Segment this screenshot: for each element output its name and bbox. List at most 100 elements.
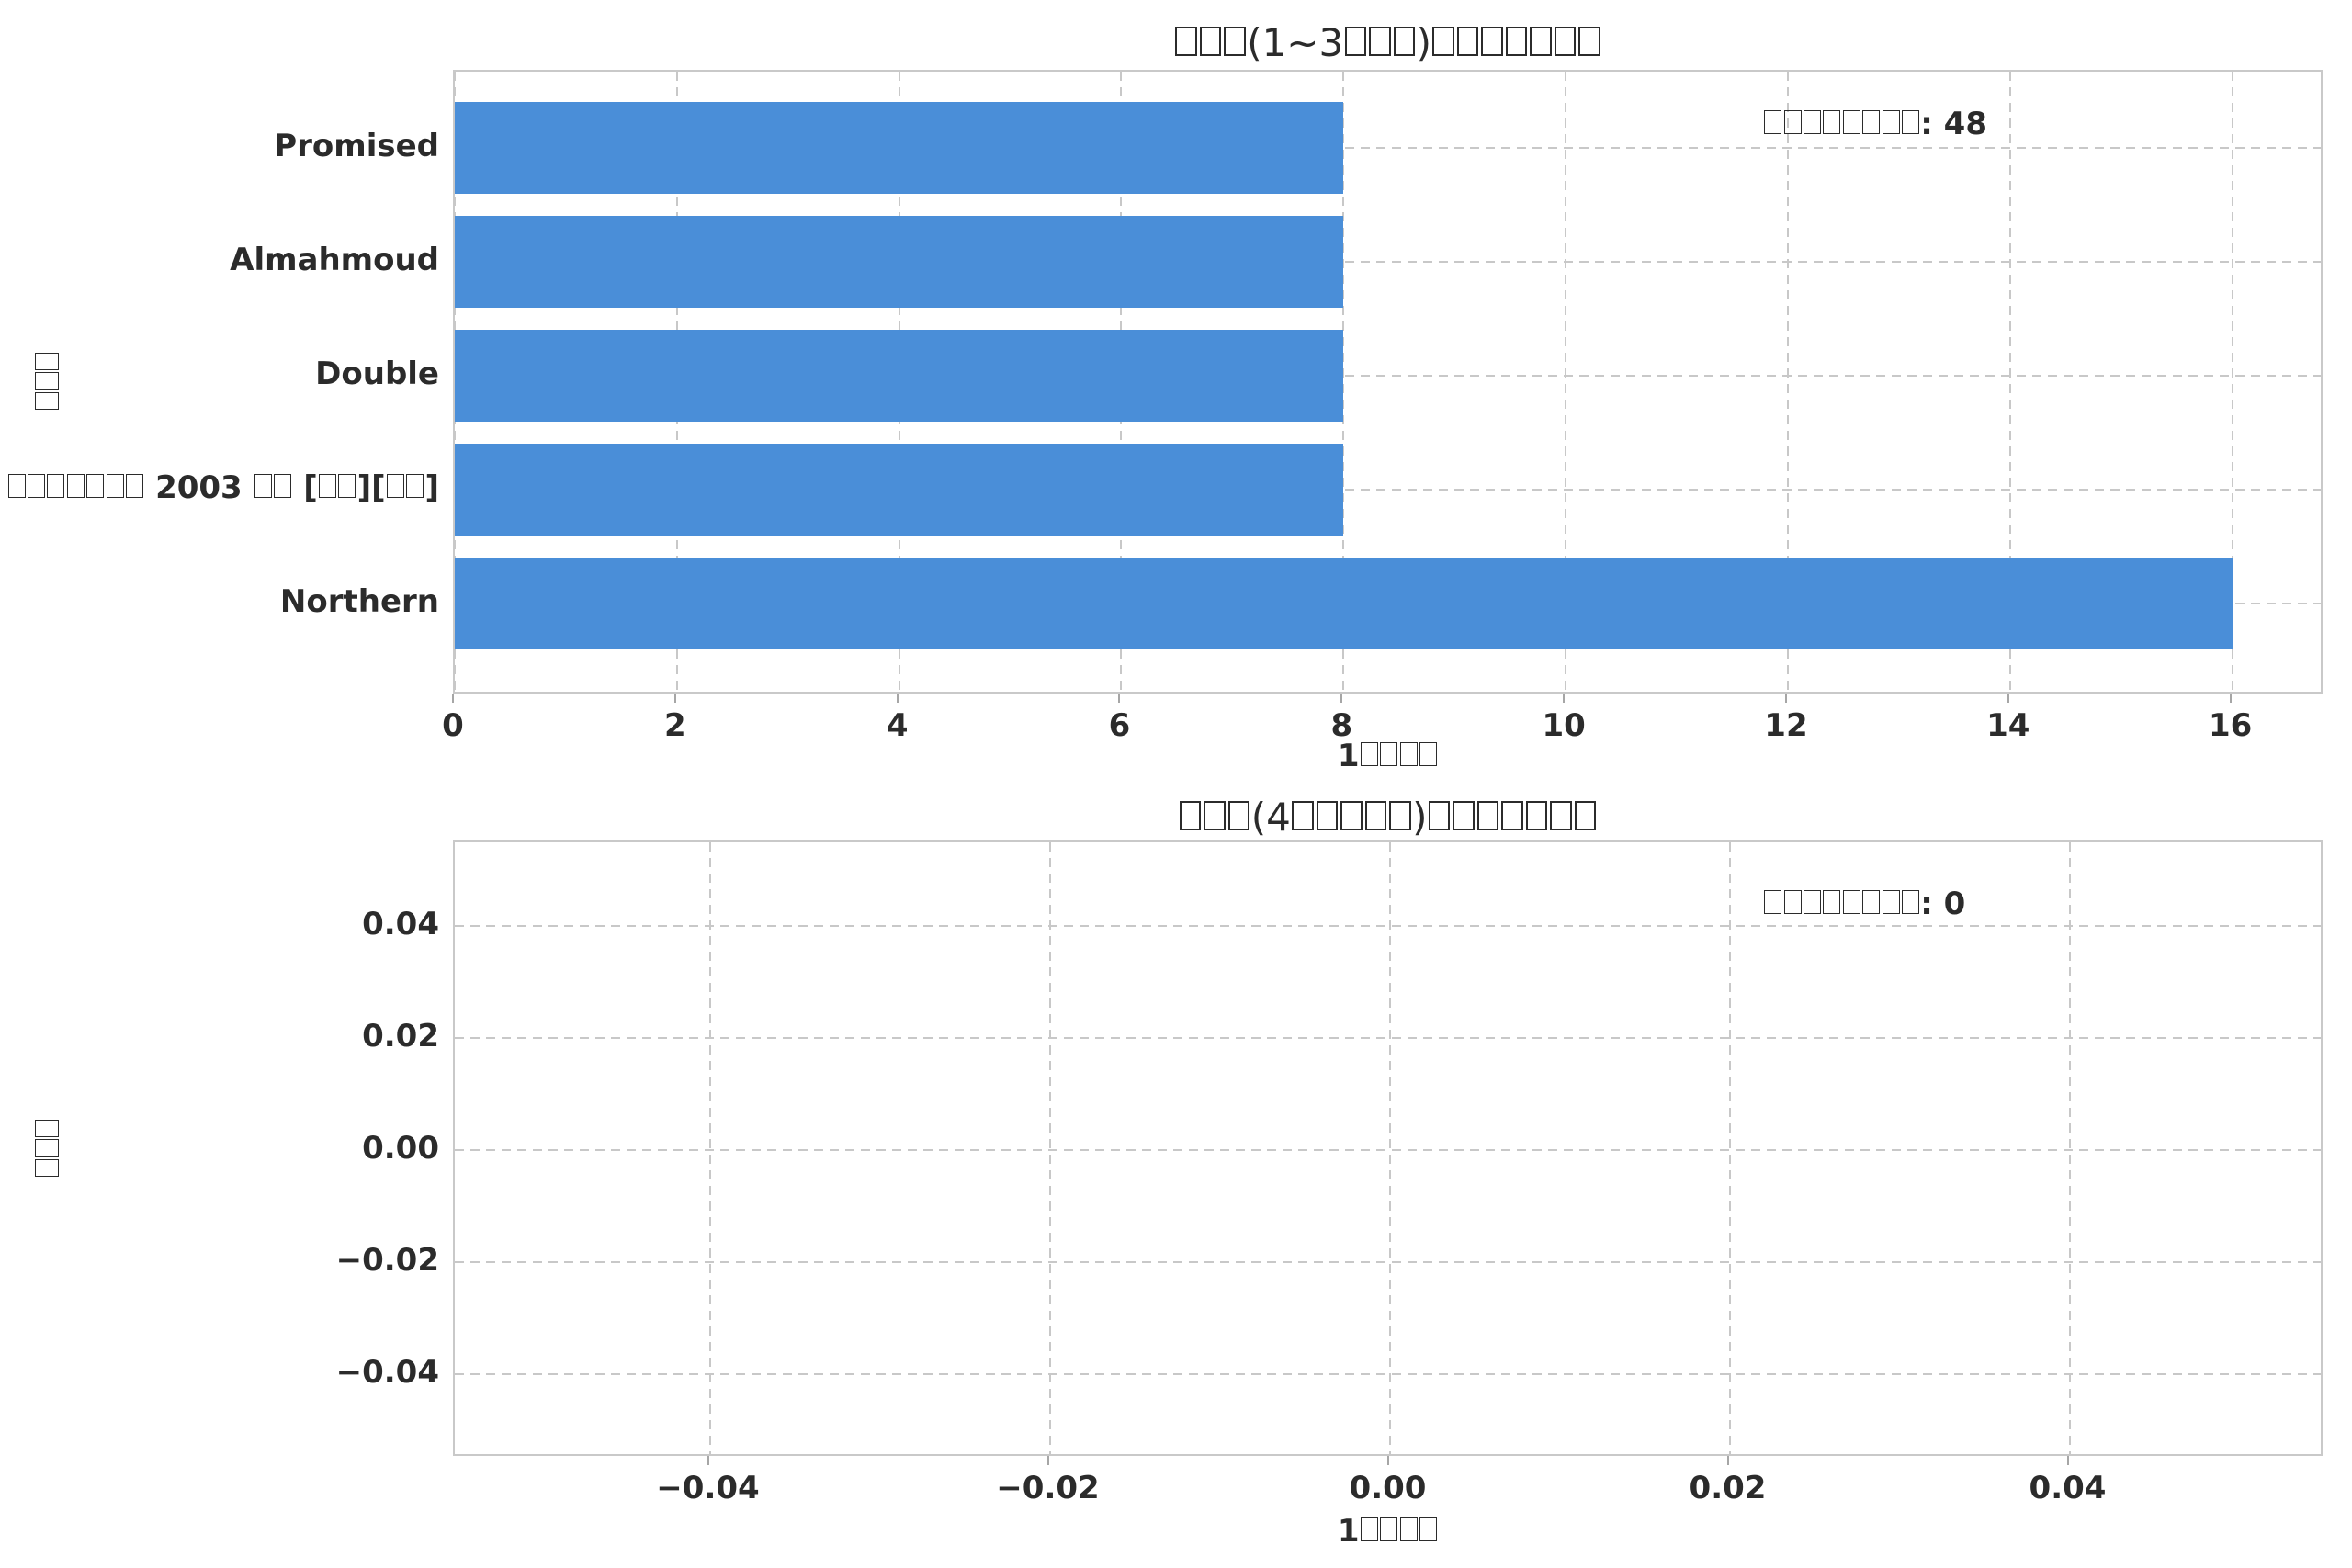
v-gridline [708,842,711,1454]
missing-glyph-box [1902,110,1920,134]
y-tick-label: 0.04 [362,906,439,943]
x-tick-label: 8 [1330,707,1353,744]
category-label: Almahmoud [230,242,439,278]
missing-glyph-box [1344,27,1367,56]
missing-glyph-box [1823,890,1841,914]
h-gridline [455,1037,2321,1040]
missing-glyph-box [1360,742,1378,766]
missing-glyph-box [1380,1517,1398,1541]
y-tick-label: −0.02 [335,1241,439,1279]
x-tick-mark [2229,694,2232,703]
missing-glyph-box [1505,27,1528,56]
missing-glyph-box [1902,890,1920,914]
missing-glyph-box [1175,27,1197,56]
missing-glyph-box [1428,801,1451,830]
missing-glyph-box [318,474,336,498]
x-tick-mark [452,694,454,703]
missing-glyph-box [1316,801,1339,830]
missing-glyph-box [1783,890,1802,914]
x-tick-label: 6 [1108,707,1131,744]
x-tick-mark [673,694,676,703]
missing-glyph-box [86,474,105,498]
h-gridline [455,261,2321,263]
missing-glyph-box [1550,801,1572,830]
missing-glyph-box [254,474,272,498]
x-tick-mark [707,1456,709,1465]
chart-2-title: (4) [453,794,2323,841]
chart-1-plot: : 48 [453,70,2323,694]
missing-glyph-box [1842,110,1860,134]
missing-glyph-box [1804,890,1822,914]
chart-1-x-axis-label: 1 [453,736,2323,776]
missing-glyph-box [47,474,65,498]
missing-glyph-box [1227,801,1250,830]
chart-1-title: (1~3) [453,19,2323,67]
missing-glyph-box [1481,27,1503,56]
v-gridline [1786,72,1789,692]
missing-glyph-box [1224,27,1246,56]
missing-glyph-box [1419,742,1437,766]
missing-glyph-box [126,474,144,498]
y-tick-label: −0.04 [335,1353,439,1391]
missing-glyph-box [1525,801,1548,830]
x-tick-label: 0.02 [1689,1470,1767,1506]
missing-glyph-box [1399,1517,1418,1541]
x-tick-label: 10 [1542,707,1586,744]
v-gridline [1048,842,1051,1454]
missing-glyph-box [1842,890,1860,914]
chart-2-x-axis-label: 1 [453,1511,2323,1551]
missing-glyph-box [66,474,85,498]
category-label: Promised [274,128,439,164]
missing-glyph-box [386,474,404,498]
category-label: 2003 [][] [0,466,439,510]
missing-glyph-box [1764,110,1782,134]
bar [455,330,1344,422]
missing-glyph-box [1204,801,1226,830]
bar [455,444,1344,536]
missing-glyph-box [1578,27,1600,56]
h-gridline [455,925,2321,928]
missing-glyph-box [1389,801,1411,830]
h-gridline [455,1372,2321,1375]
missing-glyph-box [1453,801,1475,830]
x-tick-mark [1784,694,1787,703]
missing-glyph-box [1530,27,1552,56]
x-tick-label: 12 [1764,707,1808,744]
missing-glyph-box [1380,742,1398,766]
missing-glyph-box [106,474,124,498]
missing-glyph-box [1369,27,1391,56]
missing-glyph-box [1764,890,1782,914]
v-gridline [1565,72,1567,692]
bar [455,558,2233,649]
missing-glyph-box [1574,801,1597,830]
x-tick-label: 0 [442,707,464,744]
h-gridline [455,147,2321,149]
missing-glyph-box [1882,110,1900,134]
missing-glyph-box [1862,110,1881,134]
x-tick-mark [2007,694,2009,703]
missing-glyph-box [1360,1517,1378,1541]
category-label: Northern [279,583,439,620]
x-tick-label: 4 [886,707,909,744]
v-gridline [1388,842,1391,1454]
missing-glyph-box [1823,110,1841,134]
x-tick-label: −0.02 [996,1470,1100,1506]
x-tick-label: 0.00 [1349,1470,1427,1506]
missing-glyph-box [1179,801,1202,830]
missing-glyph-box [1340,801,1363,830]
missing-glyph-box [1456,27,1479,56]
missing-glyph-box [338,474,356,498]
chart-2-annotation: : 0 [1763,884,1965,924]
x-tick-mark [2066,1456,2069,1465]
missing-glyph-box [1432,27,1454,56]
x-tick-label: 2 [663,707,686,744]
x-tick-mark [1118,694,1121,703]
bar [455,102,1344,194]
y-tick-label: 0.00 [362,1130,439,1167]
missing-glyph-box [406,474,424,498]
v-gridline [2068,842,2071,1454]
bar [455,216,1344,308]
x-tick-label: −0.04 [656,1470,760,1506]
missing-glyph-box [1199,27,1222,56]
